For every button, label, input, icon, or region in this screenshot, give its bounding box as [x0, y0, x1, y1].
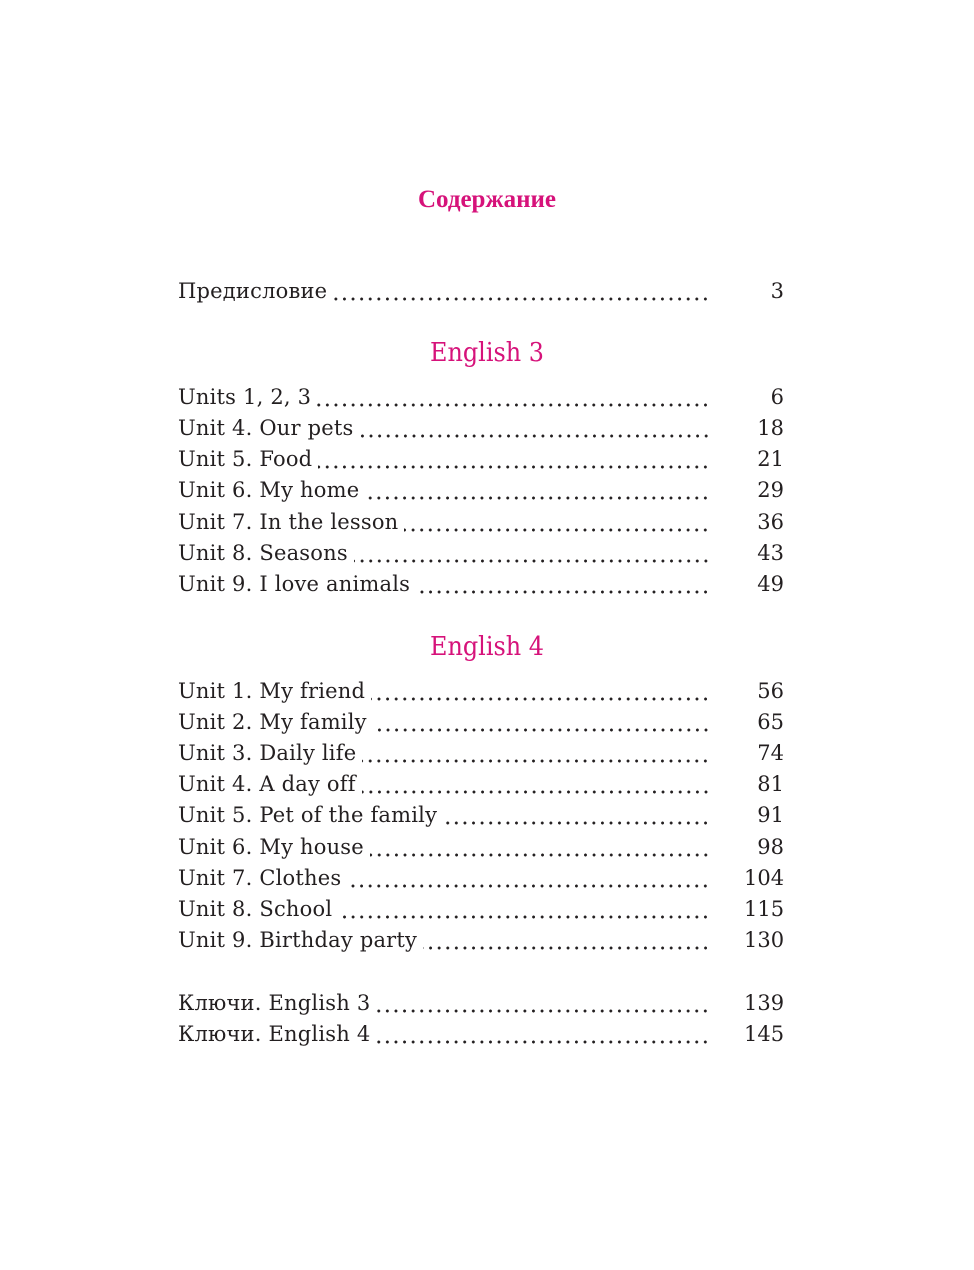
toc-entry-label: Unit 3. Daily life: [178, 741, 357, 765]
toc-entry[interactable]: Unit 6. My home 29: [178, 478, 784, 508]
toc-entry-page: 74: [757, 741, 784, 765]
dot-leader: [318, 465, 710, 469]
toc-entry-page: 3: [770, 279, 784, 303]
dot-leader: [359, 434, 710, 438]
dot-leader: [317, 403, 710, 407]
toc-entry[interactable]: Ключи. English 4 145: [178, 1022, 784, 1052]
toc-entry-label: Unit 9. I love animals: [178, 572, 411, 596]
toc-entry[interactable]: Unit 2. My family 65: [178, 710, 784, 740]
toc-entry[interactable]: Unit 5. Food 21: [178, 447, 784, 477]
toc-entry-page: 49: [757, 572, 784, 596]
toc-entry[interactable]: Unit 5. Pet of the family 91: [178, 803, 784, 833]
toc-entry[interactable]: Unit 3. Daily life 74: [178, 741, 784, 771]
toc-entry-page: 139: [744, 991, 785, 1015]
toc-entry-page: 43: [757, 541, 784, 565]
toc-entry-label: Unit 4. Our pets: [178, 416, 354, 440]
toc-entry[interactable]: Unit 9. I love animals 49: [178, 572, 784, 602]
dot-leader: [376, 1009, 710, 1013]
toc-entry-label: Unit 8. School: [178, 897, 333, 921]
toc-entry-page: 115: [744, 897, 785, 921]
toc-entry-page: 145: [744, 1022, 785, 1046]
dot-leader: [369, 853, 710, 857]
toc-entry-page: 98: [757, 835, 784, 859]
toc-entry[interactable]: Unit 1. My friend 56: [178, 679, 784, 709]
page-title: Содержание: [417, 186, 556, 213]
toc-entry-label: Unit 1. My friend: [178, 679, 366, 703]
toc-entry-label: Ключи. English 4: [178, 1022, 371, 1046]
toc-entry[interactable]: Unit 7. Clothes 104: [178, 866, 784, 896]
toc-entry-label: Предисловие: [178, 279, 328, 303]
toc-entry-page: 56: [757, 679, 784, 703]
toc-entry[interactable]: Unit 4. Our pets 18: [178, 416, 784, 446]
dot-leader: [333, 297, 710, 301]
toc-entry[interactable]: Unit 7. In the lesson 36: [178, 510, 784, 540]
toc-entry-page: 81: [757, 772, 784, 796]
toc-entry-label: Unit 6. My home: [178, 478, 360, 502]
dot-leader: [423, 946, 710, 950]
dot-leader: [361, 790, 710, 794]
dot-leader: [362, 759, 710, 763]
toc-entry-page: 65: [757, 710, 784, 734]
toc-entry-label: Unit 5. Pet of the family: [178, 803, 438, 827]
toc-entry-page: 21: [757, 447, 784, 471]
toc-entry-label: Unit 7. Clothes: [178, 866, 342, 890]
toc-entry-page: 18: [757, 416, 784, 440]
toc-entry[interactable]: Units 1, 2, 3 6: [178, 385, 784, 415]
toc-entry-page: 36: [757, 510, 784, 534]
toc-entry[interactable]: Unit 6. My house 98: [178, 835, 784, 865]
toc-entry[interactable]: Unit 4. A day off 81: [178, 772, 784, 802]
toc-entry-label: Unit 4. A day off: [178, 772, 356, 796]
toc-entry-label: Unit 6. My house: [178, 835, 364, 859]
toc-entry-label: Unit 5. Food: [178, 447, 313, 471]
dot-leader: [365, 496, 710, 500]
toc-entry-label: Unit 8. Seasons: [178, 541, 348, 565]
toc-entry-page: 29: [757, 478, 784, 502]
dot-leader: [443, 821, 710, 825]
dot-leader: [347, 884, 710, 888]
section-heading-english-3: English 3: [430, 338, 544, 368]
toc-entry-page: 91: [757, 803, 784, 827]
toc-entry-page: 6: [770, 385, 784, 409]
toc-entry[interactable]: Unit 9. Birthday party 130: [178, 928, 784, 958]
toc-entry[interactable]: Unit 8. School 115: [178, 897, 784, 927]
dot-leader: [372, 728, 710, 732]
toc-entry-label: Ключи. English 3: [178, 991, 371, 1015]
toc-entry[interactable]: Ключи. English 3 139: [178, 991, 784, 1021]
toc-entry-label: Units 1, 2, 3: [178, 385, 312, 409]
dot-leader: [353, 559, 710, 563]
toc-entry-label: Unit 2. My family: [178, 710, 367, 734]
dot-leader: [376, 1040, 710, 1044]
dot-leader: [371, 697, 710, 701]
toc-entry-label: Unit 9. Birthday party: [178, 928, 418, 952]
toc-entry-label: Unit 7. In the lesson: [178, 510, 399, 534]
dot-leader: [404, 528, 710, 532]
dot-leader: [338, 915, 710, 919]
toc-entry-page: 130: [744, 928, 785, 952]
dot-leader: [416, 590, 710, 594]
section-heading-english-4: English 4: [430, 632, 544, 662]
toc-entry[interactable]: Unit 8. Seasons 43: [178, 541, 784, 571]
toc-entry-preface[interactable]: Предисловие 3: [178, 279, 784, 309]
toc-entry-page: 104: [744, 866, 785, 890]
